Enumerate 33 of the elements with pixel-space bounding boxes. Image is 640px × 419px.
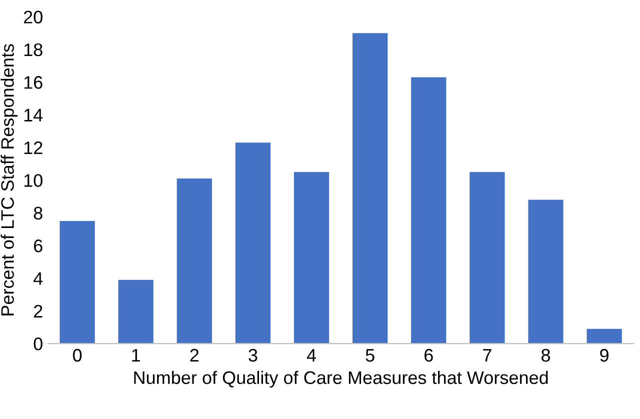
- x-tick-label: 6: [424, 348, 433, 362]
- y-tick-label: 0: [34, 338, 42, 350]
- bar: [411, 77, 446, 344]
- x-axis-title: Number of Quality of Care Measures that Worsened: [134, 370, 548, 388]
- bar: [586, 328, 622, 344]
- y-tick-label: 14: [24, 108, 43, 122]
- y-tick-label: 20: [24, 10, 42, 24]
- bar: [470, 172, 505, 344]
- y-tick-label: 16: [24, 76, 42, 89]
- x-tick-label: 7: [483, 349, 492, 362]
- bar: [352, 33, 388, 344]
- y-axis-title: Percent of LTC Staff Respondents: [0, 44, 18, 316]
- bar: [294, 172, 330, 344]
- x-tick-label: 1: [132, 349, 140, 362]
- bar: [176, 178, 212, 344]
- bar: [60, 221, 95, 344]
- y-tick-label: 10: [24, 174, 42, 187]
- y-tick-label: 8: [34, 206, 42, 220]
- bar: [235, 142, 271, 344]
- x-tick-label: 4: [306, 349, 316, 362]
- y-tick-label: 12: [24, 141, 42, 154]
- y-tick-label: 6: [34, 239, 42, 252]
- bar: [118, 280, 154, 344]
- x-tick-label: 8: [542, 348, 550, 362]
- y-tick-label: 2: [34, 304, 42, 318]
- x-tick-label: 9: [600, 348, 608, 362]
- x-tick-label: 3: [248, 348, 258, 362]
- y-tick-label: 18: [24, 43, 42, 56]
- x-tick-label: 5: [366, 349, 374, 362]
- y-tick-label: 4: [34, 272, 43, 285]
- x-tick-label: 0: [72, 348, 82, 362]
- x-tick-label: 2: [190, 348, 199, 362]
- bar: [528, 200, 564, 344]
